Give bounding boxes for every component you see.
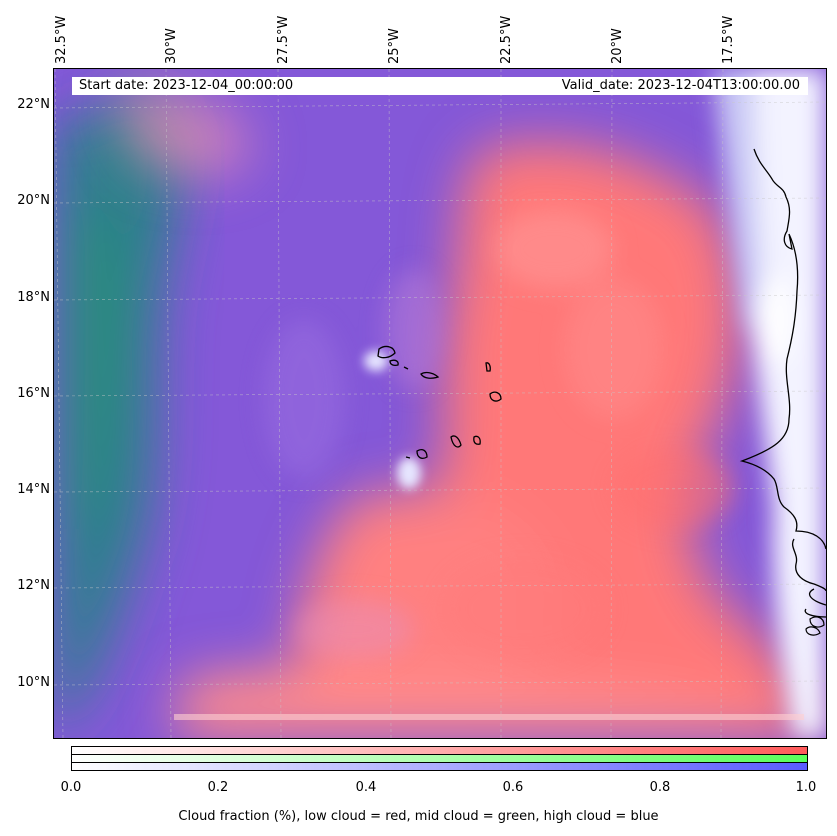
low-cloud-texture xyxy=(264,209,734,659)
cloud-fraction-map xyxy=(54,69,826,738)
coast-islet-b xyxy=(805,626,821,636)
africa-coastline xyxy=(739,148,826,618)
lat-label-12n: 12°N xyxy=(17,578,50,593)
colorbar-low xyxy=(71,746,808,755)
lon-label-27-5w: 27.5°W xyxy=(276,15,291,64)
lon-label-22-5w: 22.5°W xyxy=(499,15,514,64)
coast-islet-a xyxy=(809,616,825,628)
lon-label-32-5w: 32.5°W xyxy=(54,15,69,64)
map-panel[interactable] xyxy=(53,68,827,739)
colorbar-tick-3: 0.6 xyxy=(502,780,524,795)
lon-label-30w: 30°W xyxy=(164,28,179,64)
bottom-strip xyxy=(174,714,804,720)
low-cloud-field xyxy=(114,86,814,738)
lon-label-25w: 25°W xyxy=(387,28,402,64)
start-date-text: Start date: 2023-12-04_00:00:00 xyxy=(79,78,294,93)
colorbar-tick-5: 1.0 xyxy=(795,780,817,795)
date-banner: Start date: 2023-12-04_00:00:00 Valid_da… xyxy=(72,77,808,95)
colorbar-mid xyxy=(71,754,808,763)
lon-label-20w: 20°W xyxy=(610,28,625,64)
cape-verde-islands xyxy=(377,345,502,459)
colorbar-tick-1: 0.2 xyxy=(207,780,229,795)
lat-label-16n: 16°N xyxy=(17,386,50,401)
colorbar-label: Cloud fraction (%), low cloud = red, mid… xyxy=(178,809,659,824)
mid-cloud-field xyxy=(54,94,186,729)
lat-label-10n: 10°N xyxy=(17,675,50,690)
colorbar-tick-2: 0.4 xyxy=(355,780,377,795)
colorbar-tick-0: 0.0 xyxy=(60,780,82,795)
colorbar-high xyxy=(71,762,808,771)
lat-label-14n: 14°N xyxy=(17,482,50,497)
lat-label-18n: 18°N xyxy=(17,290,50,305)
lon-label-17-5w: 17.5°W xyxy=(721,15,736,64)
lat-label-22n: 22°N xyxy=(17,97,50,112)
clear-sky-east xyxy=(714,69,826,738)
valid-date-text: Valid_date: 2023-12-04T13:00:00.00 xyxy=(561,78,800,93)
lat-label-20n: 20°N xyxy=(17,193,50,208)
colorbar xyxy=(71,746,808,771)
gridlines xyxy=(54,69,826,738)
clear-spots xyxy=(364,351,421,489)
colorbar-tick-4: 0.8 xyxy=(649,780,671,795)
